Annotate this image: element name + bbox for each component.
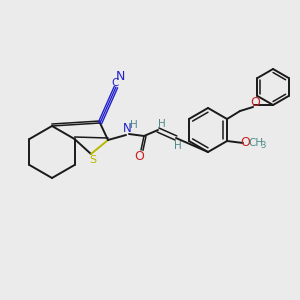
Text: O: O <box>134 151 144 164</box>
Text: O: O <box>240 136 250 149</box>
Text: N: N <box>115 70 125 83</box>
Text: H: H <box>174 141 182 151</box>
Text: N: N <box>123 122 131 136</box>
Text: C: C <box>111 78 119 88</box>
Text: O: O <box>250 95 260 109</box>
Text: CH: CH <box>248 138 264 148</box>
Text: S: S <box>89 155 97 165</box>
Text: H: H <box>158 119 166 129</box>
Text: H: H <box>130 120 138 130</box>
Text: 3: 3 <box>260 142 266 151</box>
